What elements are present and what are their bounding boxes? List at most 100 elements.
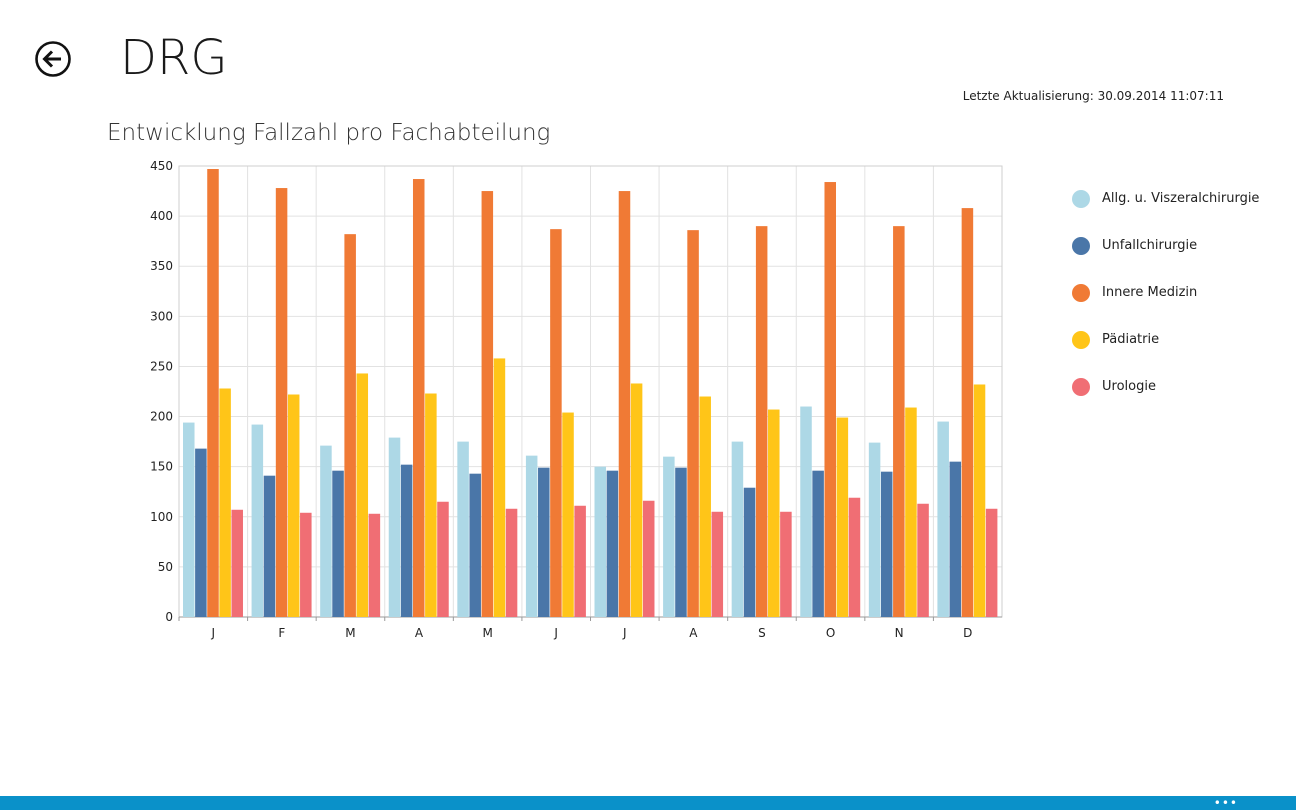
bar bbox=[973, 384, 986, 617]
bar bbox=[687, 230, 699, 617]
x-tick-label: J bbox=[553, 626, 558, 640]
x-tick-label: J bbox=[211, 626, 216, 640]
bar bbox=[207, 169, 219, 618]
y-tick-label: 350 bbox=[150, 259, 173, 273]
bar bbox=[538, 467, 550, 617]
bar bbox=[469, 473, 481, 617]
y-tick-label: 300 bbox=[150, 309, 173, 323]
bar bbox=[183, 422, 195, 617]
bar bbox=[195, 448, 207, 617]
x-tick-label: J bbox=[622, 626, 627, 640]
bar-chart: 0 50 100 150 200 250 300 350 400 450 J F M A M J J A S O N D bbox=[150, 159, 1003, 640]
bar bbox=[868, 442, 881, 617]
x-tick-label: F bbox=[278, 626, 285, 640]
back-arrow-icon bbox=[35, 41, 71, 77]
bar bbox=[711, 511, 724, 617]
bar bbox=[755, 226, 768, 617]
bar bbox=[961, 208, 974, 618]
bar bbox=[275, 188, 288, 617]
bar bbox=[606, 470, 619, 617]
bar bbox=[574, 505, 586, 617]
bar bbox=[642, 500, 655, 617]
bar bbox=[251, 424, 264, 617]
bar bbox=[368, 513, 381, 617]
y-tick-label: 100 bbox=[150, 510, 173, 524]
y-tick-label: 150 bbox=[150, 460, 173, 474]
legend-item: Innere Medizin bbox=[1072, 280, 1259, 305]
bar bbox=[699, 396, 711, 617]
bar bbox=[618, 191, 631, 618]
bar bbox=[425, 393, 437, 617]
bar bbox=[675, 467, 687, 617]
bar bbox=[344, 234, 356, 617]
bar bbox=[937, 421, 949, 617]
bar bbox=[550, 229, 562, 617]
bar bbox=[320, 445, 332, 617]
bar bbox=[493, 358, 506, 617]
bar bbox=[219, 388, 231, 617]
bar bbox=[437, 501, 449, 617]
bar bbox=[287, 394, 300, 617]
legend-label: Innere Medizin bbox=[1102, 285, 1198, 300]
y-tick-label: 400 bbox=[150, 209, 173, 223]
bar bbox=[263, 475, 276, 617]
bar bbox=[985, 508, 998, 617]
bar bbox=[663, 456, 675, 617]
bar bbox=[562, 412, 574, 617]
bar bbox=[481, 191, 494, 618]
legend-item: Urologie bbox=[1072, 374, 1259, 399]
bar bbox=[731, 441, 744, 617]
x-tick-label: M bbox=[482, 626, 492, 640]
bar bbox=[594, 466, 607, 617]
chart-title: Entwicklung Fallzahl pro Fachabteilung bbox=[107, 120, 551, 146]
bar bbox=[848, 497, 861, 617]
bar bbox=[905, 407, 917, 617]
y-tick-label: 450 bbox=[150, 159, 173, 173]
bar bbox=[412, 179, 425, 618]
bar bbox=[630, 383, 643, 617]
legend-item: Unfallchirurgie bbox=[1072, 233, 1259, 258]
legend-item: Allg. u. Viszeralchirurgie bbox=[1072, 186, 1259, 211]
x-tick-label: M bbox=[345, 626, 355, 640]
x-tick-label: D bbox=[963, 626, 972, 640]
bar bbox=[505, 508, 518, 617]
bar bbox=[300, 512, 312, 617]
bar bbox=[525, 455, 538, 617]
bar bbox=[388, 437, 401, 617]
y-tick-label: 200 bbox=[150, 410, 173, 424]
x-tick-label: A bbox=[689, 626, 698, 640]
bar bbox=[231, 509, 243, 617]
bar bbox=[949, 461, 962, 617]
bar bbox=[800, 406, 812, 617]
bar bbox=[356, 373, 369, 617]
legend-swatch bbox=[1072, 377, 1090, 396]
bar bbox=[917, 503, 929, 617]
last-update-timestamp: Letzte Aktualisierung: 30.09.2014 11:07:… bbox=[962, 89, 1224, 103]
y-tick-label: 250 bbox=[150, 359, 173, 373]
legend-swatch bbox=[1072, 189, 1090, 208]
bar bbox=[893, 226, 905, 617]
bar bbox=[880, 471, 893, 617]
x-tick-label: S bbox=[758, 626, 766, 640]
bar bbox=[824, 182, 836, 617]
x-tick-label: A bbox=[415, 626, 424, 640]
legend-swatch bbox=[1072, 236, 1090, 255]
legend-swatch bbox=[1072, 330, 1090, 349]
bar bbox=[836, 417, 849, 617]
chart-legend: Allg. u. Viszeralchirurgie Unfallchirurgi… bbox=[1072, 186, 1259, 421]
page-title: DRG bbox=[120, 30, 228, 86]
legend-label: Pädiatrie bbox=[1102, 332, 1160, 347]
back-button[interactable] bbox=[35, 41, 71, 77]
y-tick-label: 0 bbox=[165, 610, 173, 624]
x-tick-label: N bbox=[895, 626, 904, 640]
legend-label: Unfallchirurgie bbox=[1102, 238, 1198, 253]
app-bar: ••• bbox=[0, 796, 1296, 810]
more-ellipsis-icon[interactable]: ••• bbox=[1213, 796, 1238, 810]
bar bbox=[457, 441, 469, 617]
bar bbox=[812, 470, 824, 617]
bar bbox=[332, 470, 344, 617]
legend-swatch bbox=[1072, 283, 1090, 302]
bar bbox=[743, 487, 756, 617]
legend-label: Allg. u. Viszeralchirurgie bbox=[1102, 191, 1260, 206]
bar bbox=[768, 409, 780, 617]
